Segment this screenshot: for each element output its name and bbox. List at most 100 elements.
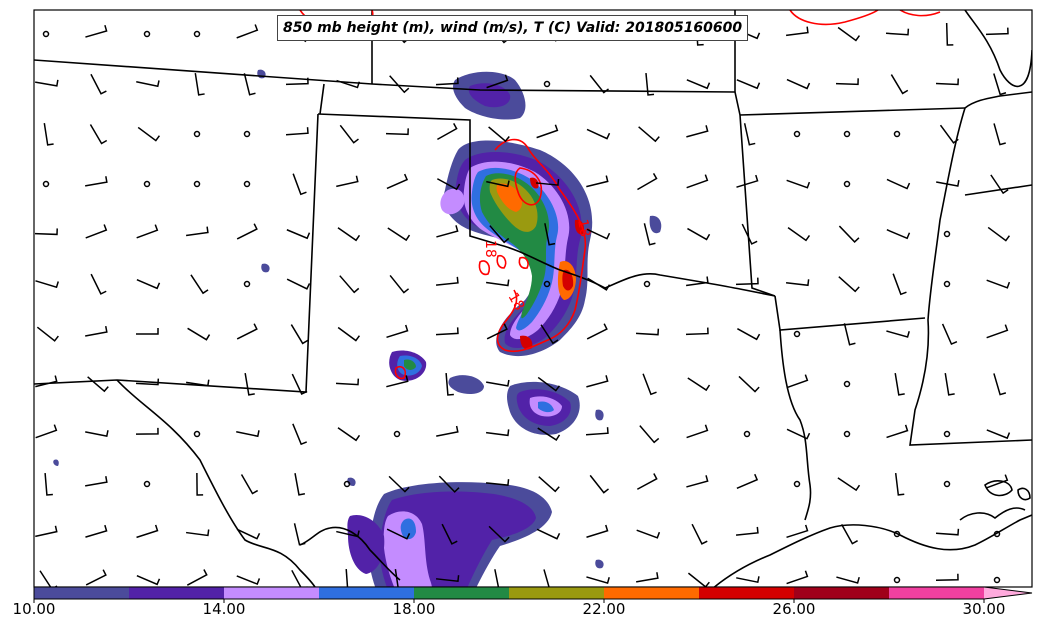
wind-barb: [186, 569, 208, 586]
coast-gulf: [713, 514, 1032, 587]
colorbar-segment: [889, 587, 985, 599]
calm-wind-circle: [543, 80, 551, 88]
wind-barb: [292, 423, 308, 446]
calm-wind-circle: [893, 130, 901, 138]
calm-wind-circle: [193, 30, 201, 38]
calm-wind-circle: [42, 30, 50, 38]
coast-la-marsh: [959, 507, 1026, 521]
wind-barb: [637, 172, 658, 191]
wind-barb: [135, 378, 160, 386]
wind-barb: [240, 474, 259, 495]
wind-barb: [786, 428, 811, 440]
colorbar-segment: [794, 587, 890, 599]
wind-barb: [389, 75, 410, 94]
wind-barb: [385, 128, 409, 136]
wind-barb: [886, 330, 910, 338]
wind-barb: [135, 328, 159, 335]
colorbar: [33, 586, 1033, 603]
wind-barb: [886, 229, 911, 240]
calm-wind-circle: [243, 280, 251, 288]
wind-barb: [536, 528, 561, 540]
wind-barb: [993, 123, 1006, 146]
wind-barb: [386, 528, 411, 540]
wind-barb: [437, 123, 458, 141]
wind-barb: [642, 373, 657, 396]
wind-barb: [935, 528, 960, 536]
colorbar-tick-label: 22.00: [582, 600, 626, 618]
calm-wind-circle: [543, 280, 551, 288]
colorbar-segment: [699, 587, 795, 599]
wind-barb: [294, 473, 306, 496]
wind-barb: [886, 178, 911, 190]
wind-barb: [738, 375, 760, 393]
wind-barb: [436, 178, 461, 191]
wind-barb: [488, 126, 510, 143]
calm-wind-circle: [993, 576, 1001, 584]
wind-barb: [290, 324, 309, 345]
wind-barb: [741, 223, 758, 245]
wind-barb: [236, 575, 261, 585]
wind-barb: [785, 279, 810, 287]
wind-barb: [293, 523, 306, 546]
wind-barbs: [34, 22, 1011, 587]
wind-barb: [386, 375, 409, 388]
wind-barb: [136, 574, 161, 586]
calm-wind-circle: [843, 130, 851, 138]
wind-barb: [286, 229, 311, 240]
shade-cell-a: [440, 188, 465, 215]
wind-barb: [945, 22, 954, 46]
wind-barb: [986, 474, 1009, 489]
wind-barb: [785, 26, 809, 37]
wind-barb: [985, 27, 1009, 36]
wind-barb: [986, 324, 1009, 339]
wind-barb: [986, 279, 1011, 289]
calm-wind-circle: [643, 280, 651, 288]
wind-barb: [993, 73, 1007, 96]
calm-wind-circle: [243, 180, 251, 188]
wind-barb: [837, 477, 861, 492]
wind-barb: [436, 425, 459, 437]
border-ks-north: [34, 59, 736, 93]
shade-cell-c3: [404, 359, 416, 370]
wind-barb: [939, 124, 959, 144]
wind-barb: [636, 473, 658, 490]
wind-barb: [691, 523, 708, 545]
wind-barb: [836, 576, 860, 584]
wind-barb: [485, 279, 510, 287]
border-co-nm-line: [319, 83, 325, 115]
wind-barb: [636, 572, 659, 583]
wind-barb: [537, 427, 561, 441]
contour-label-1: 18: [574, 218, 593, 238]
border-tx-la: [779, 329, 812, 521]
shade-misc-4: [53, 459, 59, 466]
wind-barb: [236, 323, 258, 340]
wind-barb: [136, 278, 161, 290]
wind-barb: [787, 227, 811, 242]
wind-barb: [786, 524, 809, 539]
wind-barb: [990, 174, 1009, 195]
wind-barb: [993, 373, 1007, 396]
wind-barb: [786, 78, 811, 90]
wind-barb: [387, 227, 411, 242]
wind-barb: [44, 472, 53, 496]
wind-barb: [586, 175, 609, 188]
wind-barb: [486, 74, 509, 89]
contour-loop-3: [518, 256, 529, 269]
border-red-river: [499, 244, 776, 297]
calm-wind-circle: [943, 280, 951, 288]
wind-barb: [85, 430, 109, 438]
calm-wind-circle: [893, 530, 901, 538]
wind-barb: [90, 73, 107, 95]
wind-barb: [236, 528, 261, 540]
shade-main-orange: [496, 183, 523, 212]
wind-barb: [438, 475, 460, 493]
wind-barb: [941, 323, 958, 346]
wind-barb: [335, 378, 360, 386]
wind-barb: [687, 377, 711, 392]
wind-barb: [838, 225, 860, 244]
wind-barb: [540, 324, 559, 345]
wind-barb: [190, 274, 209, 295]
wind-barb: [736, 174, 759, 188]
wind-barb: [36, 326, 59, 342]
wind-barb: [136, 80, 160, 88]
